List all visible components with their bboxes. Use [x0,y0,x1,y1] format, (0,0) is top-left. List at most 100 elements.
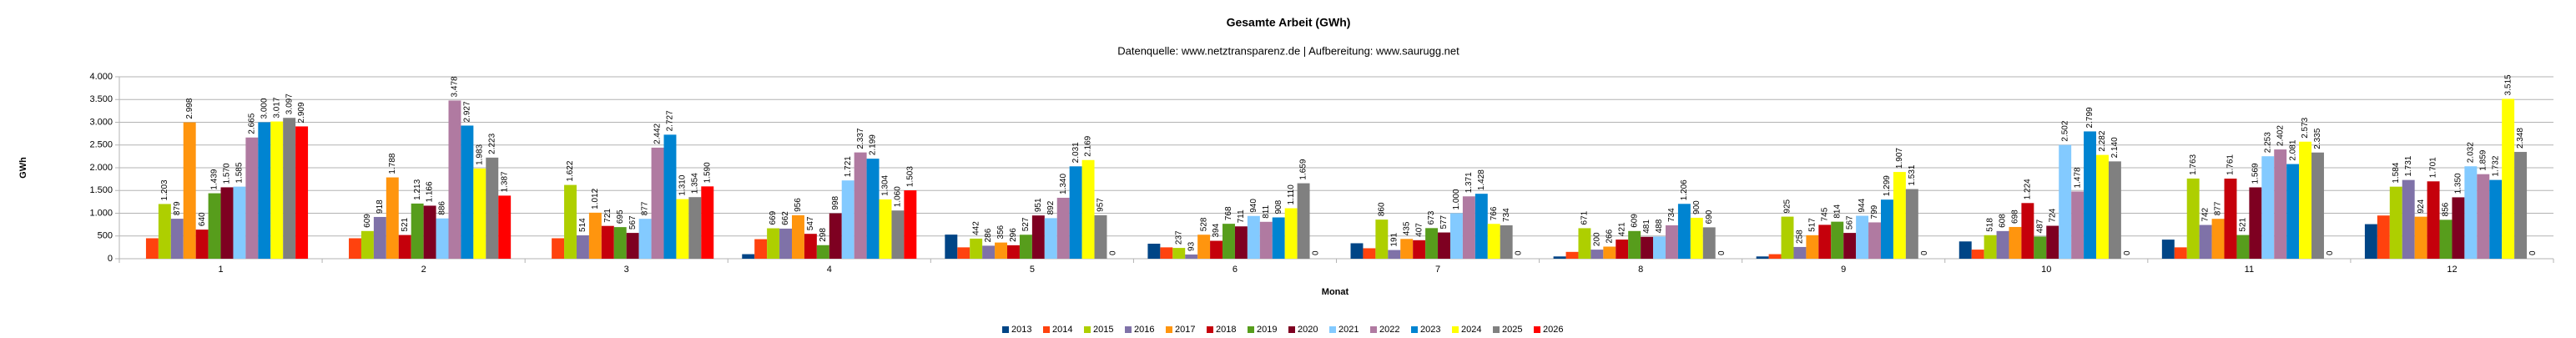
value-label: 528 [1199,217,1208,231]
bar [1210,240,1223,259]
x-tick-label: 7 [1435,265,1440,275]
bar [1031,215,1045,259]
bar [295,126,309,259]
bar [1197,235,1211,259]
value-label: 2.032 [2466,142,2475,163]
bar [1653,236,1666,259]
bar [1641,236,1654,259]
bar [1350,243,1364,259]
legend-label: 2025 [1502,325,1522,335]
value-label: 487 [2035,219,2044,233]
bar [2477,174,2490,259]
value-label: 1.503 [905,166,915,187]
value-label: 3.478 [451,76,460,97]
value-label: 488 [1655,219,1664,233]
value-label: 2.502 [2060,120,2069,141]
legend-swatch [1248,326,1254,333]
bar [2502,98,2515,260]
y-tick-label: 2.000 [89,163,113,173]
value-label: 1.590 [703,162,712,183]
value-label: 695 [616,209,625,224]
bar [1487,224,1500,259]
bar [2427,181,2440,259]
bar [1094,214,1107,259]
value-label: 1.478 [2073,167,2082,188]
value-label: 2.402 [2276,125,2285,146]
legend-label: 2021 [1338,325,1359,335]
value-label: 521 [401,217,410,231]
bar [233,186,246,259]
value-label: 1.788 [388,153,397,174]
value-label: 93 [1187,241,1196,251]
value-label: 2.665 [248,113,257,134]
bar [2402,179,2415,259]
bar [1781,216,1794,259]
bar [1375,219,1389,259]
value-label: 356 [996,224,1006,239]
value-label: 1.310 [678,174,688,195]
value-label: 1.060 [894,186,903,207]
bar [398,235,411,259]
value-label: 925 [1783,199,1792,213]
legend-swatch [1207,326,1213,333]
value-label: 799 [1870,204,1879,219]
value-label: 1.731 [2404,155,2413,176]
value-label: 908 [1274,199,1283,214]
chart-subtitle: Datenquelle: www.netztransparenz.de | Au… [1117,44,1459,57]
value-label: 745 [1820,207,1829,221]
value-label: 286 [984,228,993,242]
legend-swatch [1370,326,1377,333]
bar [1984,235,1997,259]
value-label: 1.299 [1883,175,1892,196]
value-label: 237 [1174,230,1183,245]
y-tick-label: 1.500 [89,185,113,195]
legend-swatch [1166,326,1172,333]
y-tick-label: 0 [108,254,113,264]
legend-swatch [1452,326,1459,333]
legend-label: 2016 [1134,325,1154,335]
value-label: 2.337 [856,128,865,149]
value-label: 1.531 [1908,164,1917,185]
bar [663,134,677,259]
value-label: 577 [1439,214,1449,229]
bar [220,187,234,259]
value-label: 742 [2201,207,2211,221]
bar [701,186,714,259]
legend-label: 2023 [1420,325,1440,335]
bar [183,122,196,259]
bar [1400,239,1414,259]
value-label: 1.732 [2491,155,2500,176]
value-label: 886 [438,201,447,215]
legend-swatch [1534,326,1540,333]
bar [891,210,905,259]
bar [473,168,486,259]
bar [1044,218,1057,259]
value-label: 2.727 [666,110,675,131]
bar [2108,161,2121,259]
x-tick-label: 4 [827,265,832,275]
bar [1147,244,1161,259]
value-label: 734 [1502,208,1511,222]
value-label: 2.031 [1071,142,1081,163]
bar [145,238,159,259]
value-label: 1.354 [690,173,699,194]
bar [676,199,689,259]
value-label: 698 [2011,209,2020,224]
bar [779,228,792,259]
legend-label: 2020 [1298,325,1318,335]
bar [742,254,755,259]
value-label: 258 [1796,230,1805,244]
value-label: 918 [376,199,385,214]
bar [1056,197,1070,259]
value-label: 940 [1249,199,1258,213]
value-label: 481 [1642,219,1651,234]
value-label: 1.859 [2478,149,2488,170]
value-label: 1.387 [500,171,509,192]
bar [1677,204,1691,259]
value-label: 669 [769,210,778,224]
bar [791,214,804,259]
bar [270,121,284,259]
x-tick-label: 3 [624,265,629,275]
value-label: 1.012 [591,188,600,209]
bar [386,177,399,259]
